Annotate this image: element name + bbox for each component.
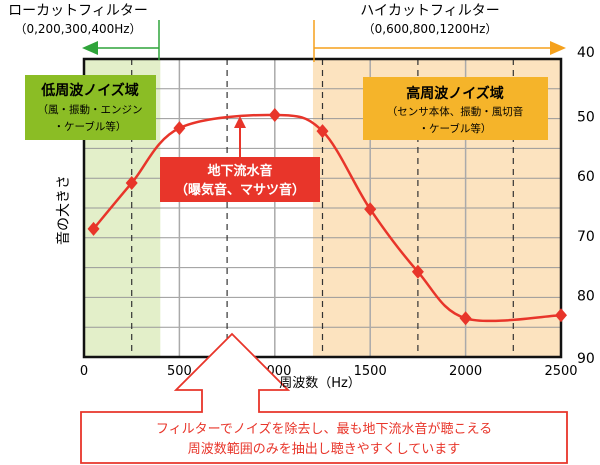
highcut-title: ハイカットフィルター [360,3,499,19]
y-tick-label: 90 [577,351,595,367]
x-tick-label: 0 [80,364,88,379]
y-tick-label: 40 [577,45,595,61]
y-tick-label: 60 [577,169,595,185]
x-axis-label: 周波数（Hz） [279,376,361,391]
x-tick-label: 500 [167,364,192,379]
note-line1: フィルターでノイズを除去し、最も地下流水音が聴こえる [156,421,492,437]
note-callout [80,332,568,464]
data-point [459,311,472,326]
signal-line2: （曝気音、マサツ音） [175,182,305,198]
low-noise-title: 低周波ノイズ域 [40,82,139,99]
y-tick-label: 80 [577,288,595,304]
data-point [316,124,329,139]
y-axis-label: 音の大きさ [55,175,72,245]
y-tick-label: 50 [577,110,595,126]
lowcut-title: ローカットフィルター [8,3,148,19]
high-noise-line1: （センサ本体、振動・風切音 [387,105,524,118]
high-noise-title: 高周波ノイズ域 [406,85,504,102]
x-tick-label: 2000 [449,364,482,379]
data-point [173,121,186,136]
data-point [125,175,138,190]
signal-line1: 地下流水音 [207,163,272,179]
data-point [555,308,567,323]
signal-label-box [160,157,320,202]
data-point [364,202,377,217]
data-point [411,264,424,279]
lowcut-values: （0,200,300,400Hz） [14,22,141,36]
data-point [268,108,281,123]
y-tick-label: 70 [577,229,595,245]
high-noise-box [363,77,548,140]
x-tick-label: 2500 [544,364,577,379]
low-noise-line1: （風・振動・エンジン [38,103,143,116]
note-line2: 周波数範囲のみを抽出し聴きやすくしています [188,442,461,457]
lowcut-arrowhead-icon [82,41,98,55]
plot-frame [82,57,563,359]
low-noise-box [25,75,156,140]
high-noise-line2: ・ケーブル等） [419,122,492,135]
highcut-arrowhead-icon [550,41,566,55]
highcut-values: （0,600,800,1200Hz） [363,22,498,36]
low-noise-line2: ・ケーブル等） [54,120,127,133]
x-tick-label: 1500 [354,364,387,379]
data-point [87,221,100,236]
signal-arrowhead-icon [234,116,246,128]
